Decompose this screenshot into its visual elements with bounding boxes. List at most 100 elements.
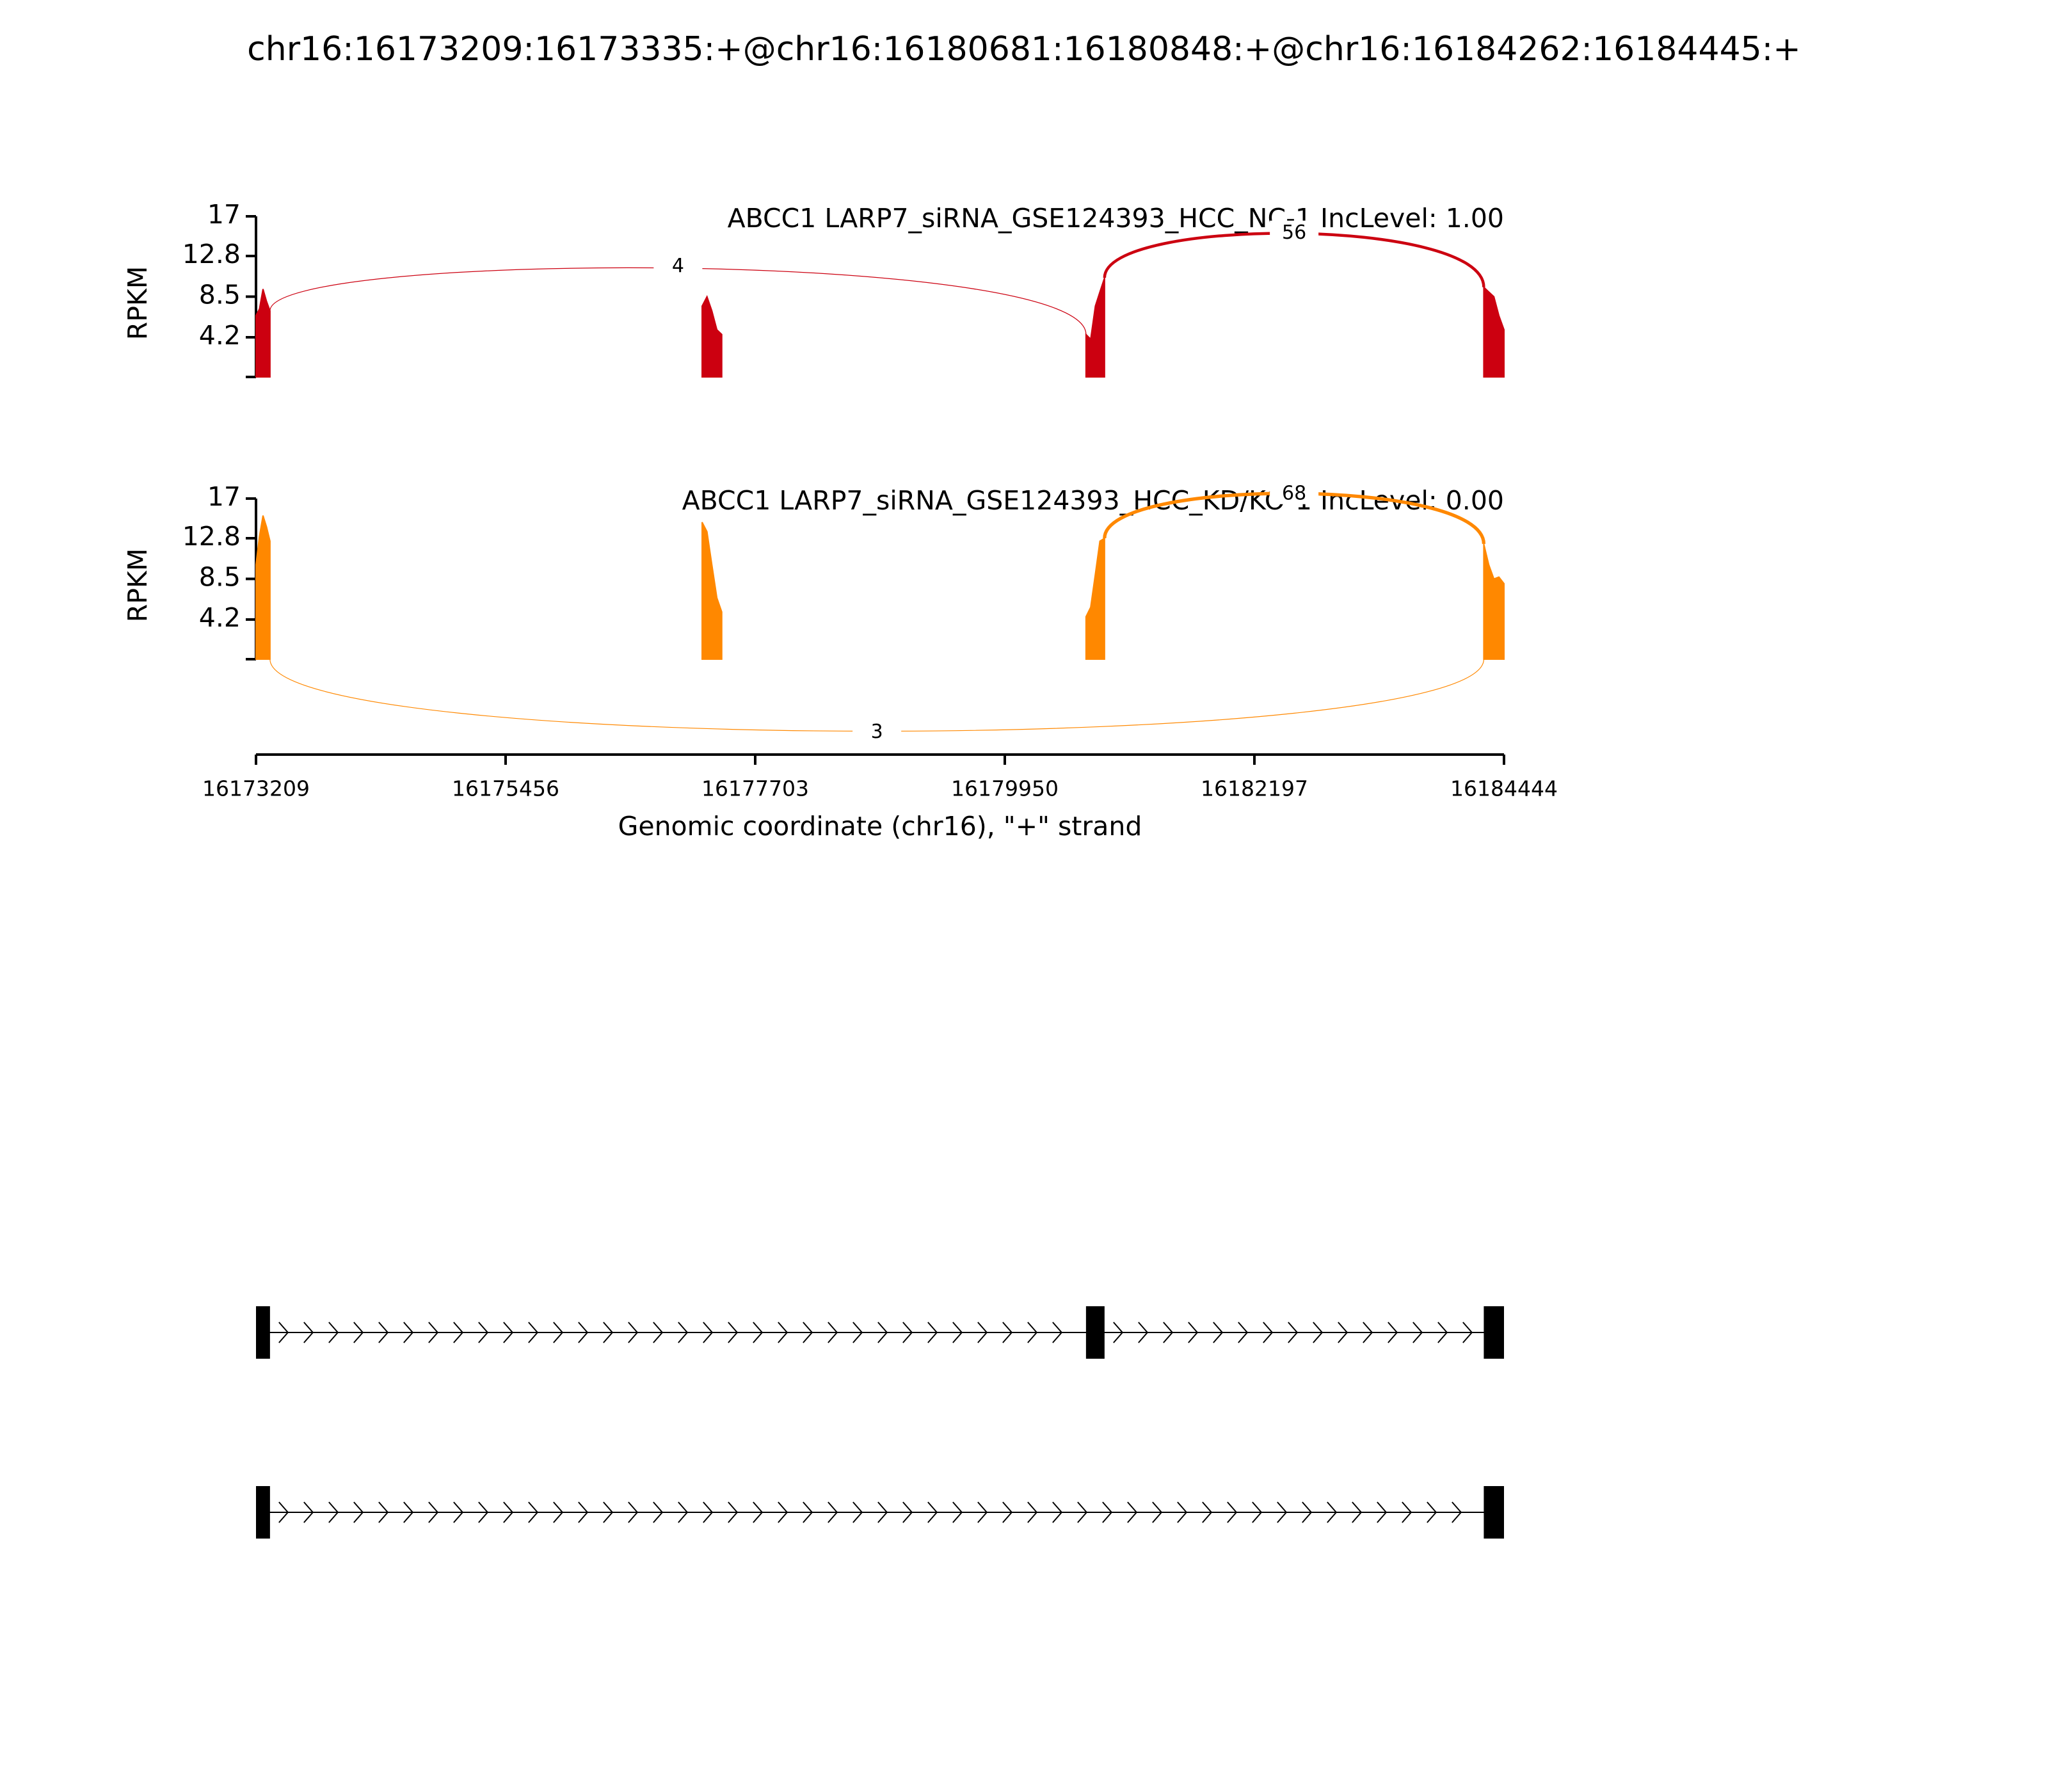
strand-chevron <box>1288 1322 1299 1343</box>
strand-chevron <box>1102 1501 1113 1523</box>
y-tick-label: 17 <box>207 199 241 230</box>
strand-chevron <box>1177 1501 1188 1523</box>
strand-chevron <box>828 1322 838 1343</box>
strand-chevron <box>703 1322 714 1343</box>
strand-chevron <box>1437 1322 1448 1343</box>
junction-label-bg <box>1270 220 1319 244</box>
strand-chevron <box>753 1501 764 1523</box>
y-tick-label: 12.8 <box>182 239 241 269</box>
strand-chevron <box>278 1322 289 1343</box>
strand-chevron <box>877 1322 888 1343</box>
strand-chevron <box>1052 1501 1063 1523</box>
strand-chevron <box>902 1501 913 1523</box>
y-tick-label: 17 <box>207 481 241 512</box>
y-axis-label: RPKM <box>122 548 153 622</box>
strand-chevron <box>1252 1501 1263 1523</box>
coverage-area <box>1085 277 1105 378</box>
strand-chevron <box>952 1322 963 1343</box>
strand-chevron <box>1263 1322 1274 1343</box>
strand-chevron <box>303 1501 314 1523</box>
strand-chevron <box>603 1322 614 1343</box>
junction-label: 68 <box>1282 482 1306 504</box>
strand-chevron <box>1002 1322 1013 1343</box>
strand-chevron <box>877 1501 888 1523</box>
coverage-area <box>255 515 271 660</box>
junction-label-bg <box>1270 481 1319 504</box>
strand-chevron <box>1327 1501 1338 1523</box>
strand-chevron <box>503 1501 514 1523</box>
strand-chevron <box>852 1322 863 1343</box>
x-tick-label: 16184444 <box>1450 776 1558 801</box>
coverage-area <box>1085 537 1105 660</box>
coverage-area <box>1483 543 1505 660</box>
coverage-area <box>255 289 271 378</box>
strand-chevron <box>1313 1322 1324 1343</box>
junction-label: 56 <box>1282 221 1306 244</box>
strand-chevron <box>278 1501 289 1523</box>
junction-label-bg <box>852 719 902 743</box>
coverage-area <box>701 294 723 378</box>
y-tick-label: 12.8 <box>182 521 241 552</box>
strand-chevron <box>1363 1322 1373 1343</box>
track-label: ABCC1 LARP7_siRNA_GSE124393_HCC_NC-1 Inc… <box>728 203 1504 234</box>
strand-chevron <box>328 1501 339 1523</box>
strand-chevron <box>1227 1501 1238 1523</box>
strand-chevron <box>453 1322 464 1343</box>
strand-chevron <box>952 1501 963 1523</box>
strand-chevron <box>603 1501 614 1523</box>
exon <box>1484 1306 1504 1359</box>
strand-chevron <box>1277 1501 1288 1523</box>
strand-chevron <box>678 1501 689 1523</box>
strand-chevron <box>753 1322 764 1343</box>
strand-chevron <box>778 1322 788 1343</box>
strand-chevron <box>328 1322 339 1343</box>
strand-chevron <box>778 1501 788 1523</box>
strand-chevron <box>1027 1501 1038 1523</box>
strand-chevron <box>353 1322 364 1343</box>
strand-chevron <box>1427 1501 1437 1523</box>
junction-label-bg <box>653 253 703 277</box>
strand-chevron <box>528 1501 539 1523</box>
strand-chevron <box>1052 1322 1063 1343</box>
strand-chevron <box>1202 1501 1213 1523</box>
chart-title: chr16:16173209:16173335:+@chr16:16180681… <box>247 30 1801 68</box>
strand-chevron <box>428 1322 439 1343</box>
junction-arc <box>269 267 1087 335</box>
strand-chevron <box>378 1501 389 1523</box>
strand-chevron <box>1352 1501 1363 1523</box>
strand-chevron <box>653 1501 664 1523</box>
strand-chevron <box>1188 1322 1199 1343</box>
strand-chevron <box>453 1501 464 1523</box>
strand-chevron <box>303 1322 314 1343</box>
strand-chevron <box>628 1501 639 1523</box>
coverage-area <box>1483 285 1505 378</box>
strand-chevron <box>478 1501 489 1523</box>
strand-chevron <box>1213 1322 1224 1343</box>
strand-chevron <box>828 1501 838 1523</box>
x-axis-label: Genomic coordinate (chr16), "+" strand <box>618 811 1142 842</box>
strand-chevron <box>1338 1322 1348 1343</box>
strand-chevron <box>1002 1501 1013 1523</box>
strand-chevron <box>478 1322 489 1343</box>
strand-chevron <box>1163 1322 1174 1343</box>
strand-chevron <box>703 1501 714 1523</box>
strand-chevron <box>628 1322 639 1343</box>
strand-chevron <box>977 1501 988 1523</box>
strand-chevron <box>1077 1501 1088 1523</box>
strand-chevron <box>728 1501 739 1523</box>
strand-chevron <box>428 1501 439 1523</box>
x-tick-label: 16182197 <box>1201 776 1308 801</box>
strand-chevron <box>1152 1501 1163 1523</box>
x-tick-label: 16173209 <box>202 776 310 801</box>
strand-chevron <box>1452 1501 1462 1523</box>
y-tick-label: 4.2 <box>199 320 241 351</box>
exon <box>1484 1486 1504 1539</box>
strand-chevron <box>1377 1501 1388 1523</box>
strand-chevron <box>403 1322 414 1343</box>
exon <box>256 1306 270 1359</box>
strand-chevron <box>1238 1322 1249 1343</box>
strand-chevron <box>977 1322 988 1343</box>
y-tick-label: 8.5 <box>199 562 241 593</box>
strand-chevron <box>803 1322 813 1343</box>
